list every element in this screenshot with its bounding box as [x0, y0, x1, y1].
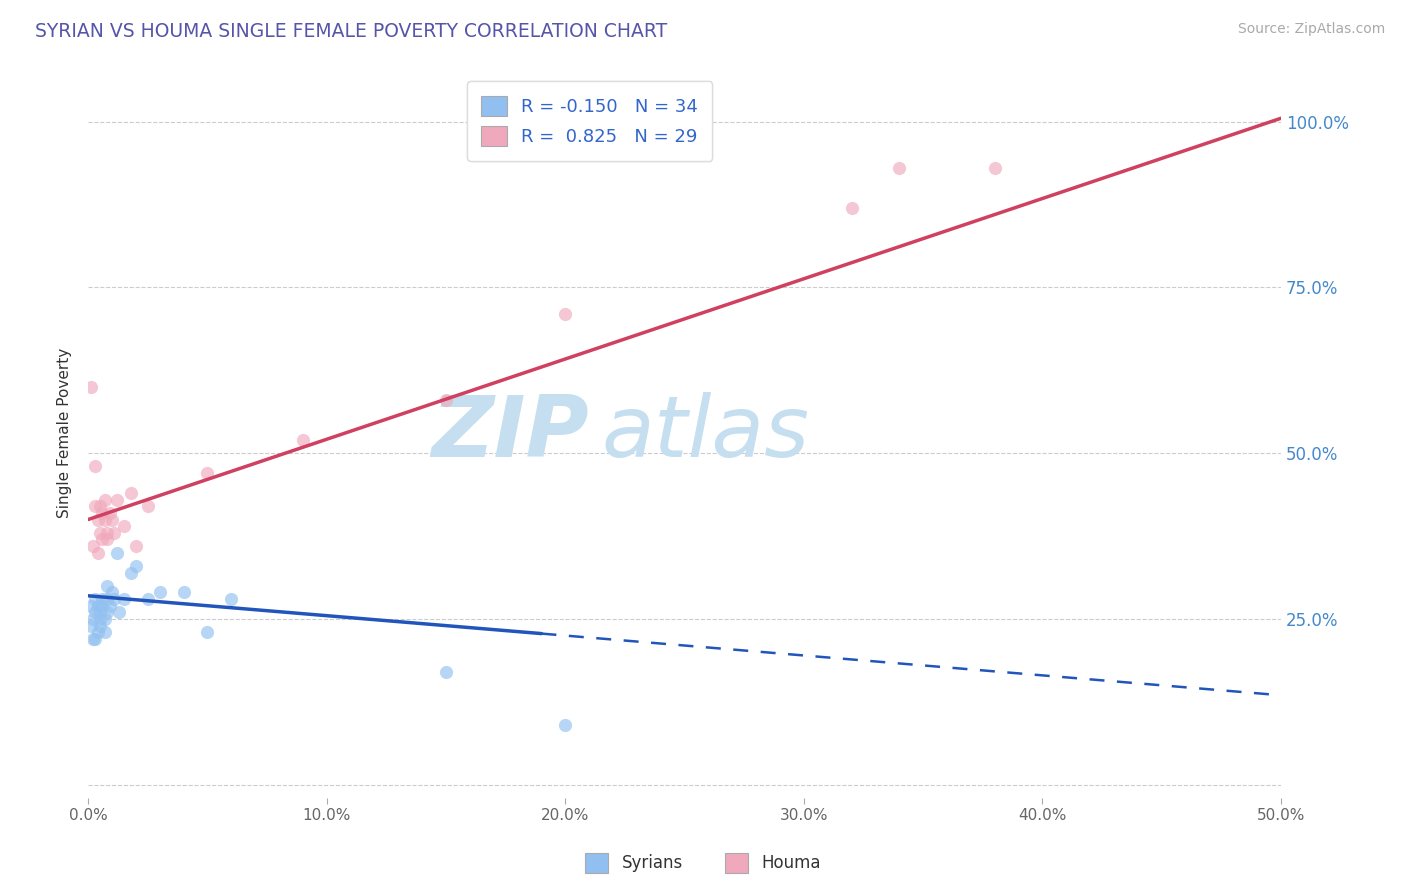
Point — [79, 618, 101, 632]
Point — [120, 486, 142, 500]
Point — [82, 612, 104, 626]
Point — [86, 625, 108, 640]
Point — [91, 599, 114, 613]
Point — [96, 579, 118, 593]
Point — [197, 466, 219, 480]
Point — [89, 606, 111, 620]
Point — [84, 500, 107, 514]
Point — [94, 612, 117, 626]
Point — [79, 599, 101, 613]
Point — [434, 393, 457, 408]
Point — [136, 500, 159, 514]
Point — [84, 459, 107, 474]
Point — [112, 592, 135, 607]
Point — [94, 492, 117, 507]
Point — [91, 506, 114, 520]
Point — [841, 201, 863, 215]
Point — [84, 606, 107, 620]
Point — [91, 592, 114, 607]
Point — [120, 566, 142, 580]
Point — [98, 506, 121, 520]
Point — [89, 525, 111, 540]
Legend: R = -0.150   N = 34, R =  0.825   N = 29: R = -0.150 N = 34, R = 0.825 N = 29 — [467, 81, 713, 161]
Point — [889, 161, 911, 175]
Point — [101, 585, 124, 599]
Point — [84, 592, 107, 607]
Point — [434, 665, 457, 679]
Point — [105, 492, 128, 507]
Point — [96, 533, 118, 547]
Point — [125, 558, 148, 573]
Point — [291, 433, 314, 447]
Text: atlas: atlas — [600, 392, 808, 475]
Point — [89, 618, 111, 632]
Point — [82, 539, 104, 553]
Point — [554, 307, 576, 321]
Text: Source: ZipAtlas.com: Source: ZipAtlas.com — [1237, 22, 1385, 37]
Point — [86, 599, 108, 613]
Point — [103, 525, 125, 540]
Point — [96, 606, 118, 620]
Point — [86, 546, 108, 560]
Point — [79, 380, 101, 394]
Point — [105, 546, 128, 560]
Legend: Syrians, Houma: Syrians, Houma — [578, 847, 828, 880]
Point — [197, 625, 219, 640]
Point — [221, 592, 243, 607]
Text: SYRIAN VS HOUMA SINGLE FEMALE POVERTY CORRELATION CHART: SYRIAN VS HOUMA SINGLE FEMALE POVERTY CO… — [35, 22, 668, 41]
Point — [89, 612, 111, 626]
Point — [96, 592, 118, 607]
Point — [89, 500, 111, 514]
Point — [98, 599, 121, 613]
Point — [84, 632, 107, 646]
Point — [149, 585, 172, 599]
Point — [94, 512, 117, 526]
Point — [173, 585, 195, 599]
Point — [86, 512, 108, 526]
Point — [101, 512, 124, 526]
Y-axis label: Single Female Poverty: Single Female Poverty — [58, 348, 72, 518]
Point — [108, 606, 131, 620]
Point — [96, 525, 118, 540]
Point — [82, 632, 104, 646]
Point — [554, 718, 576, 732]
Text: ZIP: ZIP — [432, 392, 589, 475]
Point — [91, 533, 114, 547]
Point — [94, 625, 117, 640]
Point — [103, 592, 125, 607]
Point — [136, 592, 159, 607]
Point — [983, 161, 1005, 175]
Point — [112, 519, 135, 533]
Point — [125, 539, 148, 553]
